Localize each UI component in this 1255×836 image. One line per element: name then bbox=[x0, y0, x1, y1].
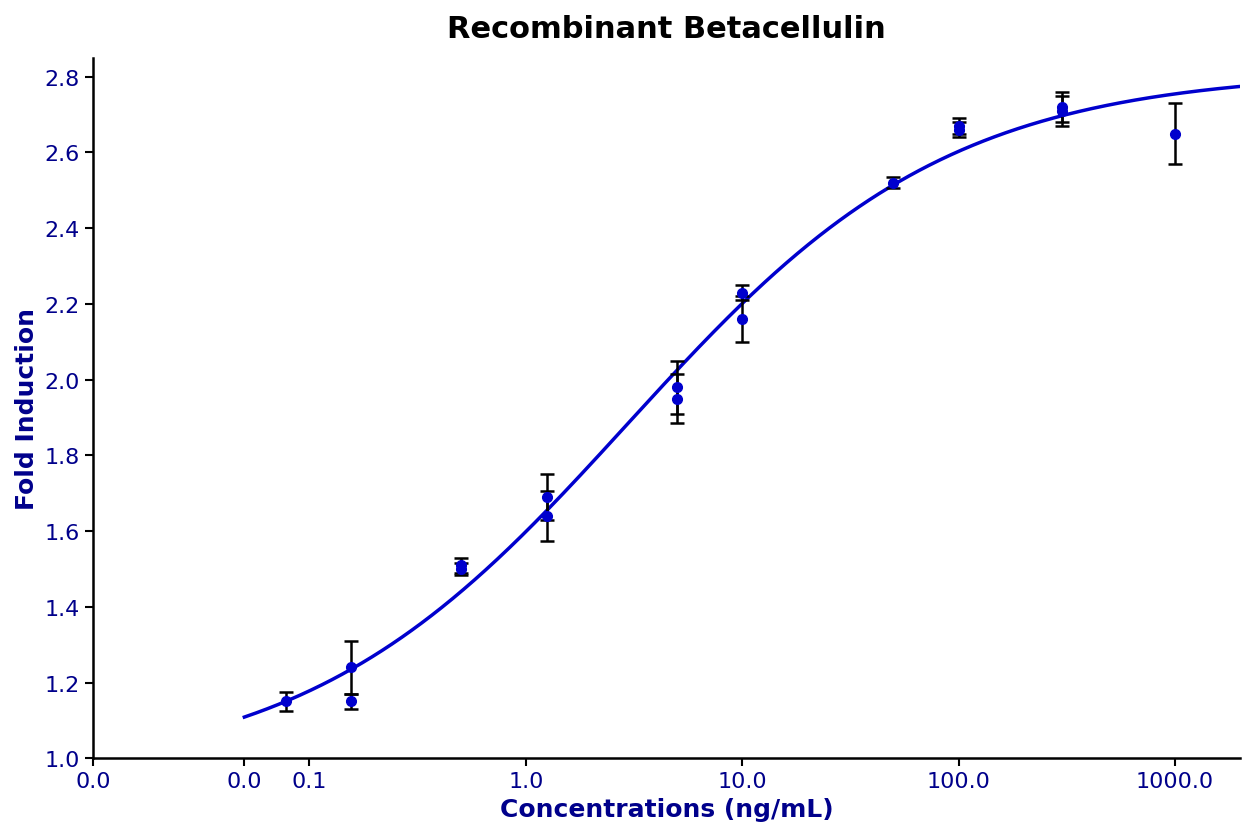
Title: Recombinant Betacellulin: Recombinant Betacellulin bbox=[447, 15, 886, 44]
Y-axis label: Fold Induction: Fold Induction bbox=[15, 308, 39, 509]
X-axis label: Concentrations (ng/mL): Concentrations (ng/mL) bbox=[499, 797, 833, 821]
